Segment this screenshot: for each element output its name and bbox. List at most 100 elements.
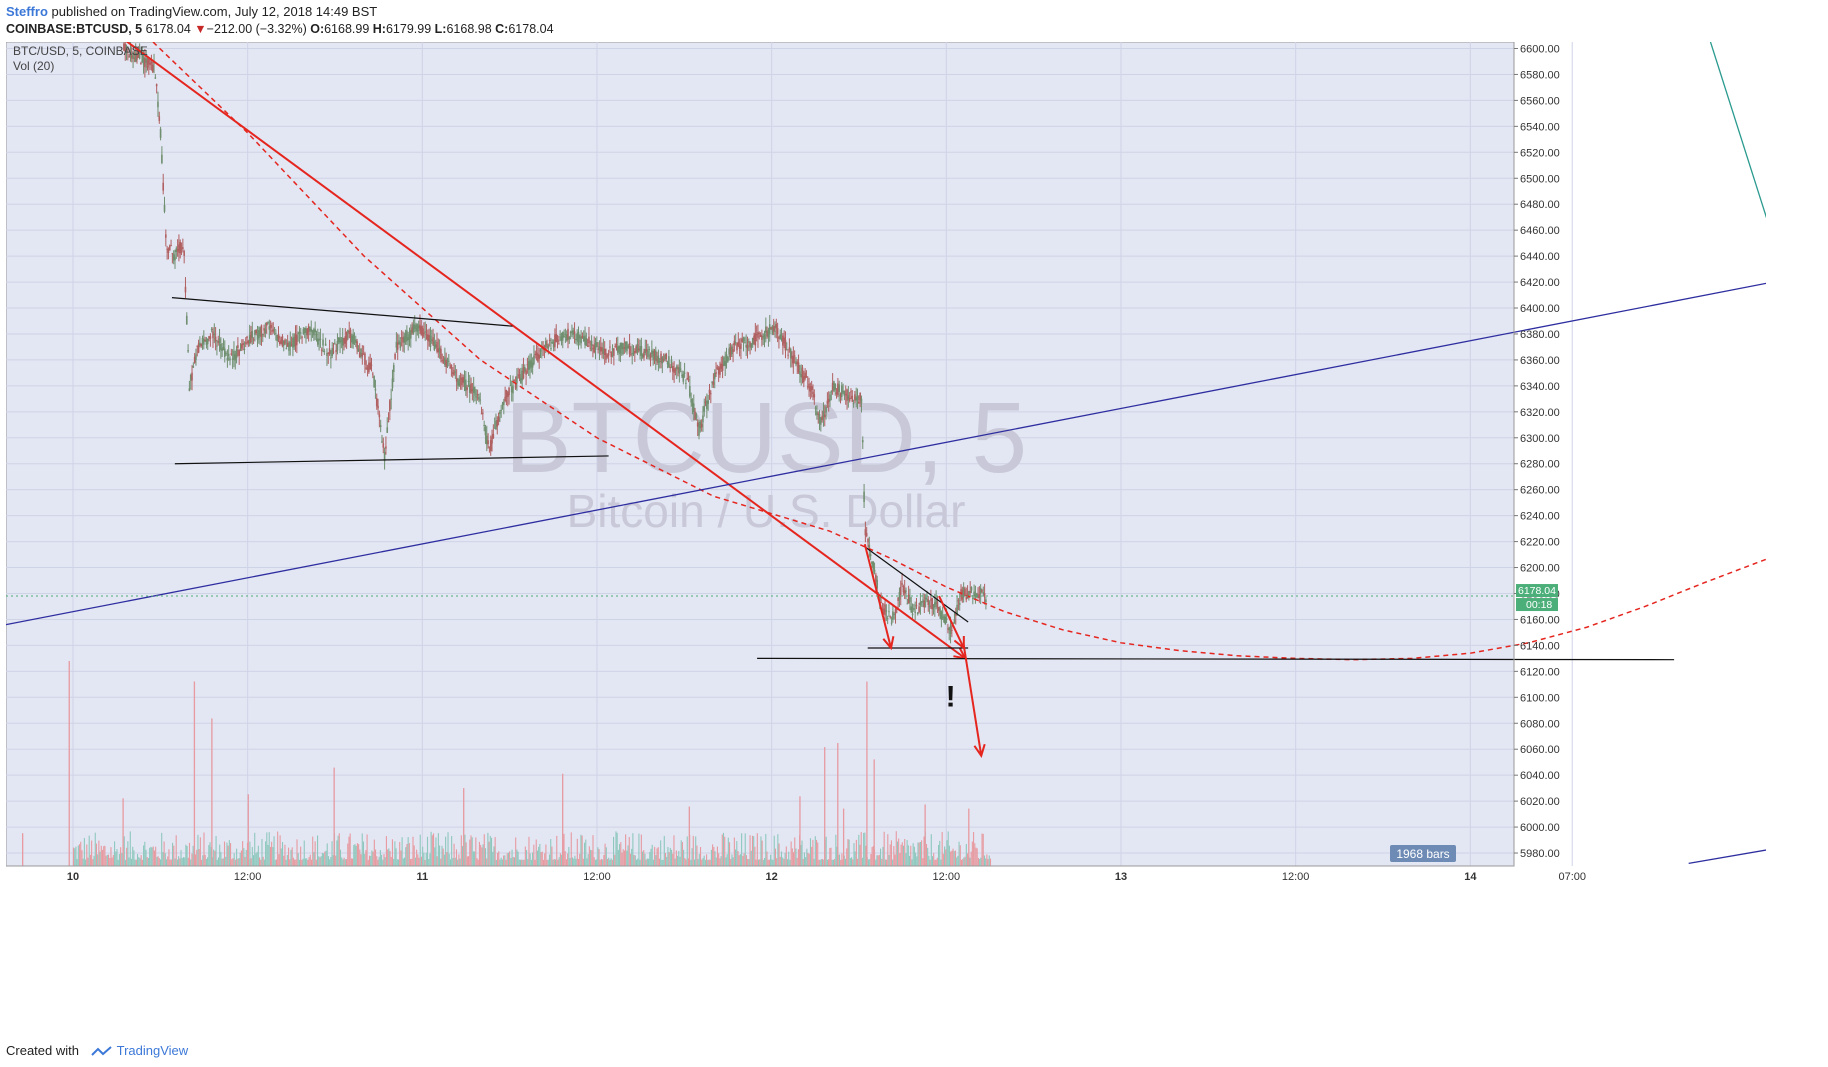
- candle-body: [590, 340, 593, 346]
- volume-bar: [352, 858, 354, 866]
- drawing-tools[interactable]: [5, 38, 1806, 865]
- volume-bar: [832, 859, 834, 866]
- volume-bar: [645, 859, 647, 866]
- volume-bar: [718, 853, 720, 866]
- volume-bar: [703, 855, 705, 866]
- candle-body: [533, 355, 535, 364]
- candle-body: [255, 329, 258, 334]
- arrow-head: [973, 743, 986, 758]
- volume-bar: [800, 844, 802, 866]
- price-axis[interactable]: 5980.006000.006020.006040.006060.006080.…: [1513, 42, 1560, 866]
- candle-body: [330, 357, 332, 359]
- candle-body: [488, 446, 491, 448]
- candle-body: [216, 345, 218, 347]
- chart-area[interactable]: BTCUSD, 5 Bitcoin / U.S. Dollar ! 5980.0…: [5, 33, 1806, 1062]
- candle-body: [852, 403, 855, 405]
- volume-bar: [568, 846, 570, 866]
- volume-bar: [855, 839, 857, 866]
- volume-bar: [774, 848, 776, 866]
- candle-body: [537, 353, 539, 362]
- volume-bar: [201, 859, 203, 866]
- volume-bar: [395, 848, 397, 866]
- candle-body: [611, 348, 614, 351]
- volume-bar: [238, 858, 240, 866]
- candle-body: [284, 339, 286, 344]
- price-tick-label: 6460.00: [1520, 225, 1560, 237]
- volume-bar: [728, 842, 731, 866]
- candle-body: [636, 344, 639, 354]
- candle-body: [899, 586, 902, 595]
- candle-body: [675, 366, 678, 369]
- volume-bar: [178, 856, 180, 866]
- candle-body: [649, 354, 652, 361]
- candle-body: [417, 325, 420, 329]
- candle-body: [341, 337, 344, 346]
- candle-body: [831, 382, 834, 391]
- volume-bar: [111, 857, 113, 866]
- candle-body: [390, 398, 392, 400]
- candle-body: [770, 327, 772, 329]
- time-axis[interactable]: 10 12:00 11 12:00 12 12:00 13 12:00 14 07:00: [6, 865, 1586, 883]
- volume-bar: [686, 836, 688, 866]
- candle-body: [520, 377, 522, 384]
- volume-bar: [890, 840, 892, 866]
- candle-body: [324, 343, 327, 346]
- candle-body: [916, 612, 919, 614]
- candle-body: [795, 361, 797, 365]
- candle-body: [779, 334, 782, 339]
- candle-body: [470, 383, 472, 393]
- volume-bar: [851, 857, 853, 866]
- candle-body: [789, 348, 792, 359]
- volume-bar: [75, 846, 77, 866]
- volume-bar: [146, 857, 148, 866]
- candle-body: [664, 355, 666, 360]
- candle-body: [280, 339, 282, 344]
- volume-bar: [170, 859, 172, 866]
- volume-bar: [483, 834, 485, 866]
- volume-bar: [553, 858, 555, 866]
- price-chart[interactable]: BTCUSD, 5 Bitcoin / U.S. Dollar ! 5980.0…: [5, 33, 1806, 1062]
- volume-bar: [930, 834, 932, 866]
- volume-bar: [486, 858, 488, 866]
- volume-bar: [790, 841, 792, 866]
- candle-body: [335, 350, 337, 352]
- volume-bar: [308, 857, 310, 866]
- candle-body: [785, 349, 788, 351]
- volume-bar: [426, 836, 429, 866]
- volume-bar: [418, 857, 420, 866]
- candle-body: [558, 343, 560, 345]
- time-tick-label: 14: [1464, 871, 1477, 883]
- volume-bar: [904, 838, 906, 866]
- volume-bar: [219, 844, 221, 866]
- candle-body: [430, 339, 433, 341]
- candle-body: [593, 344, 596, 353]
- candle-body: [424, 331, 427, 333]
- volume-bar: [683, 849, 685, 866]
- volume-bar: [644, 853, 646, 866]
- volume-bar: [407, 837, 409, 866]
- candle-body: [898, 592, 901, 600]
- candle-body: [305, 331, 307, 334]
- candle-body: [679, 368, 682, 370]
- volume-bar: [343, 857, 345, 866]
- volume-bar: [884, 859, 886, 866]
- candle-body: [205, 339, 208, 345]
- candle-body: [509, 385, 512, 387]
- candle-body: [327, 352, 330, 354]
- price-tick-label: 6260.00: [1520, 485, 1560, 497]
- candle-body: [441, 360, 444, 362]
- volume-bar: [225, 856, 227, 866]
- volume-bar: [937, 845, 940, 866]
- candle-body: [977, 596, 979, 598]
- candle-body: [436, 341, 438, 352]
- volume-bar: [828, 859, 830, 866]
- candle-body: [631, 353, 633, 355]
- tradingview-link[interactable]: TradingView: [116, 1043, 189, 1058]
- author-name[interactable]: Steffro: [6, 4, 48, 19]
- candle-body: [482, 412, 484, 414]
- volume-bar: [779, 856, 781, 866]
- candle-body: [594, 343, 597, 350]
- volume-bar: [643, 850, 645, 866]
- volume-bar: [778, 843, 780, 866]
- volume-bar: [455, 849, 458, 866]
